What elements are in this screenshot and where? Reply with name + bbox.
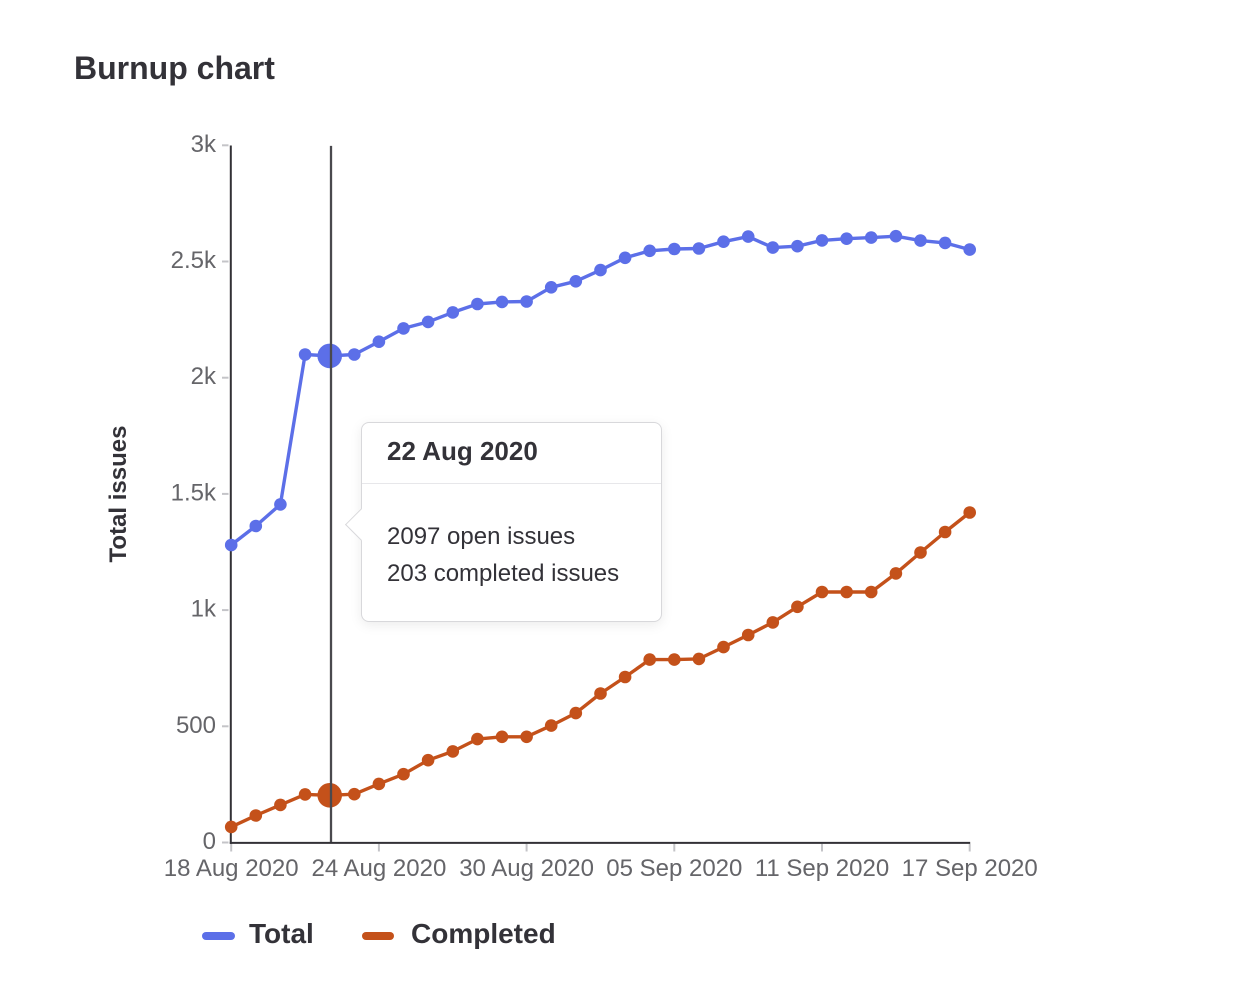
- svg-text:500: 500: [176, 712, 216, 739]
- svg-text:1.5k: 1.5k: [171, 479, 217, 506]
- svg-text:11 Sep 2020: 11 Sep 2020: [755, 855, 889, 882]
- svg-text:0: 0: [203, 828, 216, 855]
- svg-text:18 Aug 2020: 18 Aug 2020: [164, 855, 299, 882]
- svg-text:17 Sep 2020: 17 Sep 2020: [902, 855, 1038, 882]
- svg-text:2k: 2k: [191, 363, 217, 390]
- svg-text:1k: 1k: [191, 596, 217, 623]
- svg-text:2.5k: 2.5k: [171, 247, 217, 274]
- svg-text:Total issues: Total issues: [105, 426, 132, 563]
- svg-text:30 Aug 2020: 30 Aug 2020: [459, 855, 594, 882]
- svg-text:05 Sep 2020: 05 Sep 2020: [606, 855, 742, 882]
- svg-text:24 Aug 2020: 24 Aug 2020: [311, 855, 446, 882]
- svg-text:3k: 3k: [191, 131, 217, 158]
